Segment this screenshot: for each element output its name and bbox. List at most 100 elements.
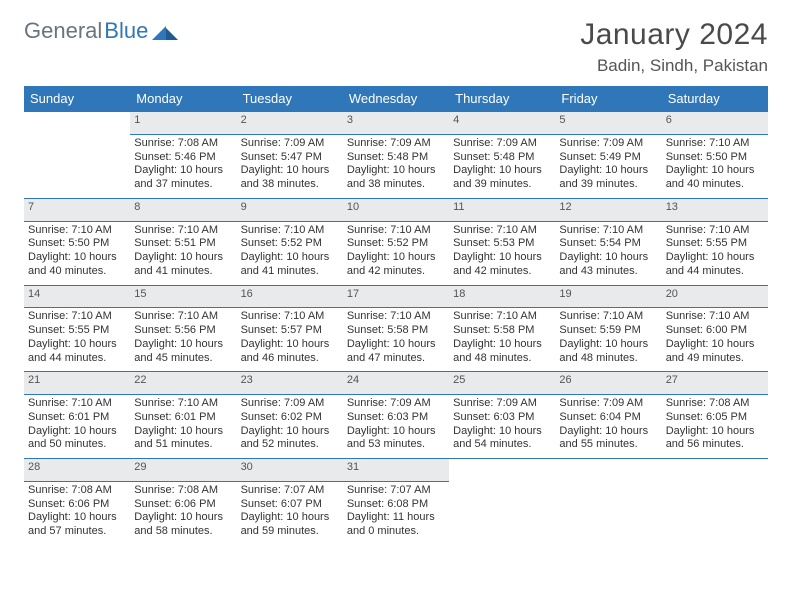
- daylight-line: Daylight: 10 hours and 51 minutes.: [134, 425, 232, 453]
- day-cell: Sunrise: 7:08 AMSunset: 6:06 PMDaylight:…: [130, 481, 236, 545]
- sunrise-line: Sunrise: 7:08 AM: [28, 484, 126, 498]
- daylight-line: Daylight: 10 hours and 48 minutes.: [559, 338, 657, 366]
- calendar-body: 123456 Sunrise: 7:08 AMSunset: 5:46 PMDa…: [24, 112, 768, 545]
- daynum-row: 21222324252627: [24, 372, 768, 395]
- day-cell: Sunrise: 7:09 AMSunset: 6:03 PMDaylight:…: [449, 395, 555, 459]
- brand-word-2: Blue: [104, 18, 148, 44]
- day-cell: Sunrise: 7:10 AMSunset: 5:56 PMDaylight:…: [130, 308, 236, 372]
- sunrise-line: Sunrise: 7:10 AM: [241, 310, 339, 324]
- sunrise-line: Sunrise: 7:09 AM: [453, 137, 551, 151]
- day-cell: Sunrise: 7:10 AMSunset: 5:55 PMDaylight:…: [662, 221, 768, 285]
- day-cell: Sunrise: 7:10 AMSunset: 5:57 PMDaylight:…: [237, 308, 343, 372]
- brand-logo: GeneralBlue: [24, 18, 178, 44]
- sunset-line: Sunset: 5:48 PM: [453, 151, 551, 165]
- content-row: Sunrise: 7:10 AMSunset: 5:55 PMDaylight:…: [24, 308, 768, 372]
- day-number: 24: [343, 372, 449, 395]
- sunrise-line: Sunrise: 7:08 AM: [666, 397, 764, 411]
- daylight-line: Daylight: 10 hours and 58 minutes.: [134, 511, 232, 539]
- day-header: Tuesday: [237, 86, 343, 112]
- day-number: [662, 459, 768, 482]
- header: GeneralBlue January 2024 Badin, Sindh, P…: [24, 18, 768, 76]
- day-number: 16: [237, 285, 343, 308]
- day-cell: [662, 481, 768, 545]
- day-number: 17: [343, 285, 449, 308]
- day-cell: Sunrise: 7:10 AMSunset: 5:52 PMDaylight:…: [237, 221, 343, 285]
- content-row: Sunrise: 7:08 AMSunset: 6:06 PMDaylight:…: [24, 481, 768, 545]
- day-cell: Sunrise: 7:10 AMSunset: 5:55 PMDaylight:…: [24, 308, 130, 372]
- day-cell: Sunrise: 7:10 AMSunset: 5:52 PMDaylight:…: [343, 221, 449, 285]
- sunset-line: Sunset: 5:47 PM: [241, 151, 339, 165]
- daylight-line: Daylight: 11 hours and 0 minutes.: [347, 511, 445, 539]
- sunrise-line: Sunrise: 7:10 AM: [241, 224, 339, 238]
- daylight-line: Daylight: 10 hours and 38 minutes.: [241, 164, 339, 192]
- day-cell: Sunrise: 7:09 AMSunset: 5:48 PMDaylight:…: [343, 134, 449, 198]
- sunset-line: Sunset: 5:55 PM: [666, 237, 764, 251]
- day-number: 8: [130, 198, 236, 221]
- sunrise-line: Sunrise: 7:09 AM: [559, 397, 657, 411]
- day-header: Wednesday: [343, 86, 449, 112]
- day-number: 10: [343, 198, 449, 221]
- sunrise-line: Sunrise: 7:10 AM: [666, 310, 764, 324]
- daylight-line: Daylight: 10 hours and 41 minutes.: [134, 251, 232, 279]
- daynum-row: 123456: [24, 112, 768, 135]
- day-number: 3: [343, 112, 449, 135]
- day-number: 13: [662, 198, 768, 221]
- sunrise-line: Sunrise: 7:10 AM: [134, 397, 232, 411]
- sunrise-line: Sunrise: 7:10 AM: [28, 397, 126, 411]
- sunrise-line: Sunrise: 7:09 AM: [559, 137, 657, 151]
- day-header: Monday: [130, 86, 236, 112]
- day-number: 30: [237, 459, 343, 482]
- daylight-line: Daylight: 10 hours and 59 minutes.: [241, 511, 339, 539]
- brand-mark-icon: [152, 22, 178, 40]
- day-cell: Sunrise: 7:07 AMSunset: 6:07 PMDaylight:…: [237, 481, 343, 545]
- sunrise-line: Sunrise: 7:09 AM: [241, 397, 339, 411]
- month-title: January 2024: [580, 18, 768, 52]
- sunrise-line: Sunrise: 7:10 AM: [453, 310, 551, 324]
- sunrise-line: Sunrise: 7:10 AM: [28, 224, 126, 238]
- sunset-line: Sunset: 5:57 PM: [241, 324, 339, 338]
- sunset-line: Sunset: 5:53 PM: [453, 237, 551, 251]
- calendar-table: SundayMondayTuesdayWednesdayThursdayFrid…: [24, 86, 768, 545]
- sunset-line: Sunset: 5:56 PM: [134, 324, 232, 338]
- day-number: 4: [449, 112, 555, 135]
- sunrise-line: Sunrise: 7:10 AM: [134, 310, 232, 324]
- day-number: [449, 459, 555, 482]
- sunrise-line: Sunrise: 7:09 AM: [347, 397, 445, 411]
- sunset-line: Sunset: 6:08 PM: [347, 498, 445, 512]
- sunset-line: Sunset: 6:05 PM: [666, 411, 764, 425]
- daylight-line: Daylight: 10 hours and 39 minutes.: [453, 164, 551, 192]
- daylight-line: Daylight: 10 hours and 55 minutes.: [559, 425, 657, 453]
- day-cell: Sunrise: 7:08 AMSunset: 6:05 PMDaylight:…: [662, 395, 768, 459]
- sunrise-line: Sunrise: 7:09 AM: [453, 397, 551, 411]
- daylight-line: Daylight: 10 hours and 42 minutes.: [347, 251, 445, 279]
- day-header: Saturday: [662, 86, 768, 112]
- day-number: [555, 459, 661, 482]
- sunrise-line: Sunrise: 7:08 AM: [134, 137, 232, 151]
- day-number: 22: [130, 372, 236, 395]
- day-cell: Sunrise: 7:10 AMSunset: 6:00 PMDaylight:…: [662, 308, 768, 372]
- sunrise-line: Sunrise: 7:07 AM: [347, 484, 445, 498]
- day-cell: Sunrise: 7:09 AMSunset: 6:04 PMDaylight:…: [555, 395, 661, 459]
- sunset-line: Sunset: 5:46 PM: [134, 151, 232, 165]
- daylight-line: Daylight: 10 hours and 54 minutes.: [453, 425, 551, 453]
- sunset-line: Sunset: 6:00 PM: [666, 324, 764, 338]
- sunset-line: Sunset: 6:01 PM: [134, 411, 232, 425]
- sunrise-line: Sunrise: 7:10 AM: [559, 310, 657, 324]
- daynum-row: 14151617181920: [24, 285, 768, 308]
- daylight-line: Daylight: 10 hours and 52 minutes.: [241, 425, 339, 453]
- sunset-line: Sunset: 6:07 PM: [241, 498, 339, 512]
- sunset-line: Sunset: 6:04 PM: [559, 411, 657, 425]
- day-cell: Sunrise: 7:09 AMSunset: 6:03 PMDaylight:…: [343, 395, 449, 459]
- calendar-head: SundayMondayTuesdayWednesdayThursdayFrid…: [24, 86, 768, 112]
- sunset-line: Sunset: 5:55 PM: [28, 324, 126, 338]
- day-cell: Sunrise: 7:10 AMSunset: 5:59 PMDaylight:…: [555, 308, 661, 372]
- daylight-line: Daylight: 10 hours and 40 minutes.: [28, 251, 126, 279]
- day-number: 1: [130, 112, 236, 135]
- day-number: 18: [449, 285, 555, 308]
- daynum-row: 28293031: [24, 459, 768, 482]
- day-cell: Sunrise: 7:10 AMSunset: 5:53 PMDaylight:…: [449, 221, 555, 285]
- daylight-line: Daylight: 10 hours and 44 minutes.: [666, 251, 764, 279]
- sunrise-line: Sunrise: 7:10 AM: [28, 310, 126, 324]
- sunset-line: Sunset: 5:48 PM: [347, 151, 445, 165]
- day-header: Sunday: [24, 86, 130, 112]
